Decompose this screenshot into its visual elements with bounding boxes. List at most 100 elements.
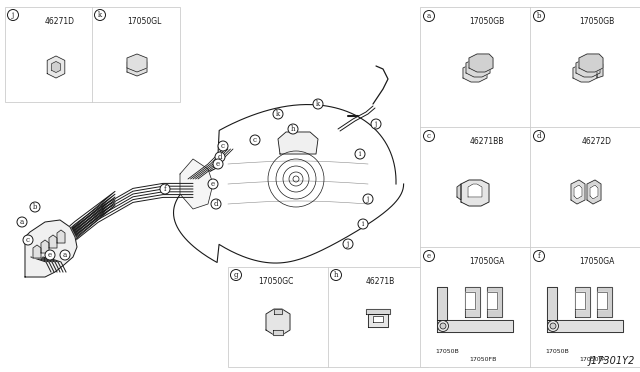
Circle shape [250, 135, 260, 145]
Text: 17050GB: 17050GB [579, 17, 614, 26]
Text: e: e [48, 251, 52, 259]
Text: a: a [63, 251, 67, 259]
Text: c: c [26, 236, 30, 244]
Text: j: j [347, 240, 349, 248]
Circle shape [208, 179, 218, 189]
Text: 17050GA: 17050GA [469, 257, 505, 266]
Polygon shape [575, 292, 585, 309]
Polygon shape [590, 185, 598, 199]
Bar [420, 7, 640, 367]
Text: 46271BB: 46271BB [470, 137, 504, 146]
Polygon shape [180, 159, 213, 209]
Circle shape [358, 219, 368, 229]
Circle shape [230, 269, 241, 280]
Text: f: f [164, 185, 166, 193]
Circle shape [23, 235, 33, 245]
Polygon shape [574, 185, 582, 199]
Text: 46272D: 46272D [582, 137, 612, 146]
Polygon shape [465, 292, 475, 309]
Text: b: b [33, 203, 37, 211]
Polygon shape [57, 230, 65, 243]
Circle shape [343, 239, 353, 249]
Circle shape [288, 124, 298, 134]
Circle shape [550, 323, 556, 329]
Polygon shape [49, 235, 57, 248]
Polygon shape [41, 240, 49, 253]
Text: c: c [253, 136, 257, 144]
Text: k: k [276, 110, 280, 118]
Polygon shape [547, 320, 623, 332]
Circle shape [424, 10, 435, 22]
Polygon shape [571, 180, 585, 204]
Polygon shape [437, 320, 513, 332]
Text: f: f [538, 252, 540, 260]
Circle shape [355, 149, 365, 159]
Circle shape [440, 323, 446, 329]
Polygon shape [127, 54, 147, 72]
Text: k: k [316, 100, 320, 108]
Bar [228, 267, 428, 367]
Polygon shape [52, 61, 60, 73]
Text: i: i [359, 150, 361, 158]
Circle shape [371, 119, 381, 129]
Text: 17050GA: 17050GA [579, 257, 614, 266]
Polygon shape [468, 184, 482, 197]
Text: 46271B: 46271B [365, 277, 395, 286]
Circle shape [60, 250, 70, 260]
Text: c: c [427, 132, 431, 140]
Circle shape [160, 184, 170, 194]
Text: d: d [214, 200, 218, 208]
Polygon shape [576, 59, 600, 77]
Text: a: a [427, 12, 431, 20]
Polygon shape [573, 64, 597, 82]
Polygon shape [487, 287, 502, 317]
Circle shape [534, 10, 545, 22]
Text: e: e [211, 180, 215, 188]
Text: 46271D: 46271D [45, 17, 75, 26]
Circle shape [211, 199, 221, 209]
Circle shape [424, 250, 435, 262]
Polygon shape [266, 309, 290, 335]
Polygon shape [25, 220, 77, 277]
Circle shape [8, 10, 19, 20]
Text: e: e [216, 160, 220, 168]
Text: j: j [367, 195, 369, 203]
Polygon shape [579, 54, 603, 72]
Polygon shape [547, 287, 557, 320]
Circle shape [534, 250, 545, 262]
Polygon shape [373, 316, 383, 322]
Text: d: d [537, 132, 541, 140]
Text: 17050B: 17050B [545, 349, 569, 354]
Polygon shape [575, 287, 590, 317]
Polygon shape [127, 58, 147, 76]
Polygon shape [273, 330, 283, 335]
Polygon shape [465, 287, 480, 317]
Polygon shape [457, 184, 461, 200]
Text: 17050GL: 17050GL [127, 17, 161, 26]
Polygon shape [368, 314, 388, 327]
Bar [5, 7, 180, 102]
Text: j: j [12, 11, 14, 19]
Text: a: a [20, 218, 24, 226]
Text: e: e [427, 252, 431, 260]
Polygon shape [173, 105, 404, 263]
Polygon shape [33, 245, 41, 258]
Text: k: k [98, 11, 102, 19]
Polygon shape [469, 54, 493, 72]
Circle shape [313, 99, 323, 109]
Text: 17050GC: 17050GC [259, 277, 294, 286]
Polygon shape [597, 287, 612, 317]
Polygon shape [47, 56, 65, 78]
Text: J17301Y2: J17301Y2 [589, 356, 635, 366]
Text: i: i [362, 220, 364, 228]
Polygon shape [274, 309, 282, 314]
Text: c: c [221, 142, 225, 150]
Circle shape [547, 321, 559, 331]
Text: b: b [537, 12, 541, 20]
Text: 17050FA: 17050FA [580, 357, 606, 362]
Circle shape [330, 269, 342, 280]
Circle shape [438, 321, 449, 331]
Circle shape [45, 250, 55, 260]
Text: j: j [375, 120, 377, 128]
Polygon shape [461, 180, 489, 206]
